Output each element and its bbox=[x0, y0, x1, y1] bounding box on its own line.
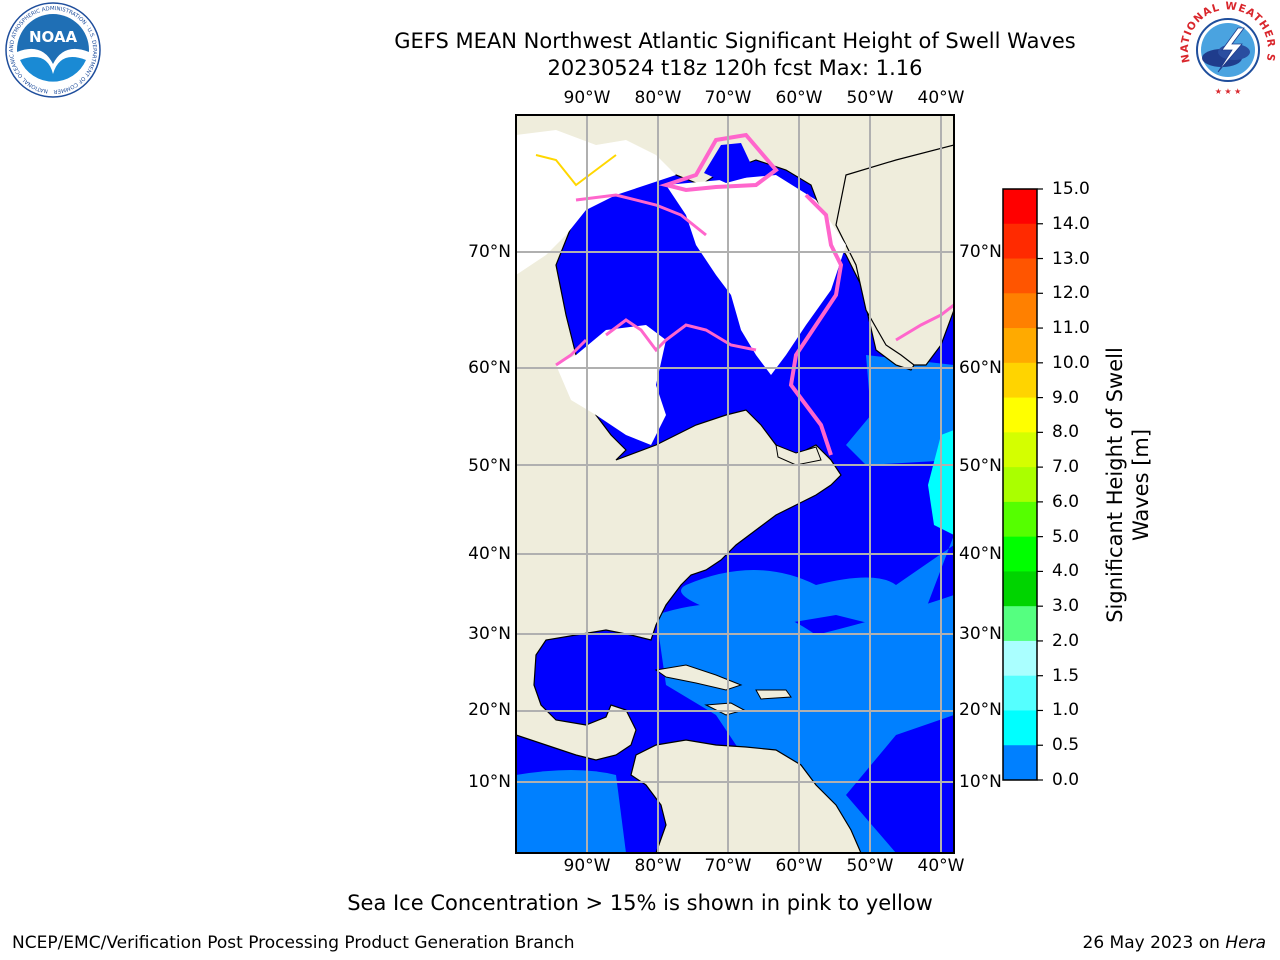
lat-label-left: 40°N bbox=[468, 544, 511, 564]
footer-credit: NCEP/EMC/Verification Post Processing Pr… bbox=[12, 933, 575, 953]
lon-label-bottom: 80°W bbox=[634, 856, 682, 876]
lon-label-top: 40°W bbox=[917, 88, 965, 108]
lon-label-bottom: 40°W bbox=[917, 856, 965, 876]
lat-label-left: 30°N bbox=[468, 624, 511, 644]
colorbar-swatch bbox=[1003, 745, 1037, 781]
colorbar-swatch bbox=[1003, 328, 1037, 364]
land-south-america bbox=[630, 739, 862, 853]
lon-label-bottom: 50°W bbox=[846, 856, 894, 876]
colorbar-tick-label: 4.0 bbox=[1052, 561, 1080, 582]
colorbar-tick-label: 1.0 bbox=[1052, 700, 1080, 721]
colorbar-swatch bbox=[1003, 536, 1037, 572]
colorbar-swatch bbox=[1003, 640, 1037, 677]
sea-ice-edge-pink bbox=[658, 132, 779, 193]
svg-text:★ ★ ★: ★ ★ ★ bbox=[1215, 87, 1242, 96]
colorbar-tick-label: 11.0 bbox=[1052, 318, 1090, 339]
lat-label-left: 50°N bbox=[468, 456, 511, 476]
graticule bbox=[516, 115, 954, 853]
lat-label-left: 60°N bbox=[468, 358, 511, 378]
footer-date-text: 26 May 2023 on bbox=[1082, 933, 1226, 953]
colorbar-tick-label: 0.5 bbox=[1052, 735, 1080, 756]
chart-title: GEFS MEAN Northwest Atlantic Significant… bbox=[394, 29, 1076, 53]
colorbar-tick-label: 0.0 bbox=[1052, 770, 1080, 790]
map-frame bbox=[515, 114, 955, 854]
sea-ice-caption: Sea Ice Concentration > 15% is shown in … bbox=[347, 891, 933, 915]
lat-label-right: 10°N bbox=[959, 772, 1002, 792]
colorbar-tick-label: 10.0 bbox=[1052, 352, 1090, 373]
lon-label-top: 70°W bbox=[704, 88, 752, 108]
colorbar-tick-label: 2.0 bbox=[1052, 630, 1080, 651]
lon-label-bottom: 60°W bbox=[775, 856, 823, 876]
lon-label-bottom: 70°W bbox=[704, 856, 752, 876]
lon-label-top: 50°W bbox=[846, 88, 894, 108]
lon-label-top: 60°W bbox=[775, 88, 823, 108]
colorbar-swatch bbox=[1003, 189, 1037, 225]
footer-machine: Hera bbox=[1225, 933, 1266, 953]
swell-region-mid bbox=[681, 355, 954, 635]
colorbar-swatch bbox=[1003, 675, 1037, 711]
colorbar-swatch bbox=[1003, 501, 1037, 538]
lon-label-bottom: 90°W bbox=[563, 856, 611, 876]
colorbar-tick-label: 5.0 bbox=[1052, 526, 1080, 547]
lat-label-right: 30°N bbox=[959, 624, 1002, 644]
colorbar-tick-label: 15.0 bbox=[1052, 179, 1090, 199]
lat-label-right: 60°N bbox=[959, 358, 1002, 378]
lat-label-left: 70°N bbox=[468, 242, 511, 262]
colorbar-title: Significant Height of Swell Waves [m] bbox=[1102, 347, 1154, 623]
colorbar-swatch bbox=[1003, 606, 1037, 642]
colorbar-swatch bbox=[1003, 293, 1037, 329]
nws-logo: NATIONAL WEATHER SERVICE ★ ★ ★ bbox=[1173, 0, 1276, 96]
colorbar-tick-label: 13.0 bbox=[1052, 248, 1090, 269]
footer-date: 26 May 2023 on Hera bbox=[1083, 933, 1267, 953]
lat-label-right: 70°N bbox=[959, 242, 1002, 262]
colorbar-tick-label: 1.5 bbox=[1052, 665, 1080, 686]
colorbar-tick-label: 6.0 bbox=[1052, 491, 1080, 512]
colorbar-tick-label: 14.0 bbox=[1052, 213, 1090, 234]
colorbar-swatch bbox=[1003, 362, 1037, 399]
noaa-logo-text: NOAA bbox=[29, 28, 78, 46]
lat-label-right: 40°N bbox=[959, 544, 1002, 564]
island-cuba bbox=[654, 664, 743, 691]
colorbar-swatch bbox=[1003, 258, 1037, 294]
colorbar-title-line1: Significant Height of Swell bbox=[1103, 347, 1127, 623]
noaa-logo: NOAA NATIONAL OCEANIC AND ATMOSPHERIC AD… bbox=[0, 0, 101, 98]
lat-label-left: 20°N bbox=[468, 700, 511, 720]
lat-label-left: 10°N bbox=[468, 772, 511, 792]
colorbar-swatch bbox=[1003, 571, 1037, 607]
lon-label-top: 90°W bbox=[563, 88, 611, 108]
sea-ice-area bbox=[556, 325, 666, 445]
colorbar-swatch bbox=[1003, 397, 1037, 433]
colorbar-swatch bbox=[1003, 710, 1037, 746]
map-panel bbox=[515, 114, 955, 854]
colorbar-tick-label: 7.0 bbox=[1052, 457, 1080, 478]
lon-label-top: 80°W bbox=[634, 88, 682, 108]
chart-subtitle: 20230524 t18z 120h fcst Max: 1.16 bbox=[547, 56, 923, 80]
colorbar-frame bbox=[1002, 188, 1038, 781]
lat-label-right: 50°N bbox=[959, 456, 1002, 476]
land-greenland bbox=[835, 144, 954, 366]
colorbar-tick-label: 8.0 bbox=[1052, 422, 1080, 443]
colorbar-tick-label: 12.0 bbox=[1052, 283, 1090, 304]
colorbar bbox=[1002, 188, 1043, 781]
colorbar-title-line2: Waves [m] bbox=[1129, 428, 1153, 542]
colorbar-tick-label: 3.0 bbox=[1052, 596, 1080, 617]
colorbar-swatch bbox=[1003, 467, 1037, 503]
colorbar-swatch bbox=[1003, 223, 1037, 260]
colorbar-tick-label: 9.0 bbox=[1052, 387, 1080, 408]
colorbar-swatch bbox=[1003, 432, 1037, 468]
lat-label-right: 20°N bbox=[959, 700, 1002, 720]
